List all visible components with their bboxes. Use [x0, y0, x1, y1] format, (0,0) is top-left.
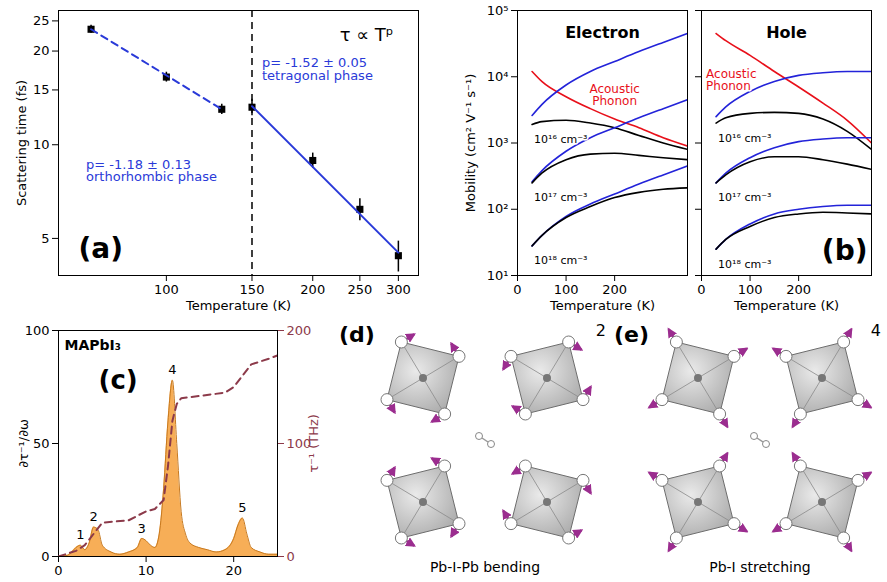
svg-text:AcousticPhonon: AcousticPhonon	[706, 67, 756, 93]
svg-text:100: 100	[286, 435, 312, 451]
svg-text:0: 0	[697, 282, 705, 297]
svg-text:4: 4	[871, 321, 881, 340]
svg-text:25: 25	[33, 13, 50, 28]
svg-text:200: 200	[287, 323, 312, 338]
svg-text:0: 0	[54, 563, 62, 578]
svg-text:4: 4	[168, 362, 176, 377]
svg-text:p= -1.52 ± 0.05tetragonal phas: p= -1.52 ± 0.05tetragonal phase	[262, 55, 373, 83]
svg-text:Hole: Hole	[766, 23, 807, 42]
svg-text:Temperature (K): Temperature (K)	[185, 298, 291, 313]
svg-text:0: 0	[513, 282, 521, 297]
svg-text:3: 3	[138, 521, 146, 536]
svg-text:∂τ⁻¹/∂ω: ∂τ⁻¹/∂ω	[16, 419, 31, 468]
svg-text:10: 10	[138, 563, 155, 578]
svg-text:(e): (e)	[614, 322, 649, 347]
svg-text:50: 50	[33, 436, 50, 451]
svg-text:100: 100	[738, 282, 763, 297]
svg-text:300: 300	[386, 282, 411, 297]
svg-text:Mobility (cm² V⁻¹ s⁻¹): Mobility (cm² V⁻¹ s⁻¹)	[463, 74, 478, 212]
svg-text:10¹⁷ cm⁻³: 10¹⁷ cm⁻³	[534, 191, 587, 204]
svg-text:AcousticPhonon: AcousticPhonon	[589, 82, 639, 108]
svg-text:10¹: 10¹	[487, 268, 509, 283]
svg-text:200: 200	[786, 282, 811, 297]
svg-text:Electron: Electron	[565, 23, 640, 42]
svg-text:10¹⁶ cm⁻³: 10¹⁶ cm⁻³	[718, 132, 771, 145]
svg-text:100: 100	[25, 323, 50, 338]
svg-text:(a): (a)	[79, 232, 124, 265]
svg-text:200: 200	[602, 282, 627, 297]
svg-text:Temperature (K): Temperature (K)	[549, 298, 655, 313]
svg-text:Temperature (K): Temperature (K)	[733, 298, 839, 313]
svg-text:100: 100	[554, 282, 579, 297]
svg-text:2: 2	[89, 509, 97, 524]
svg-text:(b): (b)	[822, 234, 868, 267]
svg-text:10¹⁷ cm⁻³: 10¹⁷ cm⁻³	[718, 191, 771, 204]
svg-text:5: 5	[41, 231, 49, 246]
svg-text:(d): (d)	[339, 322, 375, 347]
svg-text:MAPbI₃: MAPbI₃	[65, 337, 121, 353]
svg-text:10⁴: 10⁴	[487, 69, 509, 84]
svg-text:2: 2	[596, 321, 606, 340]
svg-text:10⁵: 10⁵	[487, 3, 509, 18]
svg-text:10³: 10³	[487, 135, 509, 150]
svg-text:τ ∝ Tᵖ: τ ∝ Tᵖ	[340, 24, 394, 45]
svg-text:150: 150	[240, 282, 265, 297]
svg-text:Pb-I-Pb bending: Pb-I-Pb bending	[430, 559, 540, 575]
svg-text:10: 10	[33, 137, 50, 152]
svg-text:10¹⁶ cm⁻³: 10¹⁶ cm⁻³	[534, 133, 587, 146]
svg-text:10¹⁸ cm⁻³: 10¹⁸ cm⁻³	[718, 258, 771, 271]
svg-text:τ⁻¹ (THz): τ⁻¹ (THz)	[306, 414, 321, 473]
svg-text:p= -1.18 ± 0.13orthorhombic ph: p= -1.18 ± 0.13orthorhombic phase	[86, 157, 217, 185]
svg-text:200: 200	[300, 282, 325, 297]
svg-text:5: 5	[238, 500, 246, 515]
svg-text:Scattering time (fs): Scattering time (fs)	[14, 80, 29, 206]
svg-text:15: 15	[33, 82, 50, 97]
svg-text:20: 20	[33, 43, 50, 58]
svg-text:0: 0	[287, 549, 295, 564]
svg-text:20: 20	[225, 563, 242, 578]
svg-text:Pb-I stretching: Pb-I stretching	[709, 559, 811, 575]
svg-text:1: 1	[76, 527, 84, 542]
svg-text:(c): (c)	[99, 365, 138, 395]
svg-text:250: 250	[347, 282, 372, 297]
svg-text:10¹⁸ cm⁻³: 10¹⁸ cm⁻³	[534, 254, 587, 267]
svg-text:10²: 10²	[487, 201, 509, 216]
svg-text:100: 100	[154, 282, 179, 297]
svg-text:0: 0	[41, 549, 49, 564]
